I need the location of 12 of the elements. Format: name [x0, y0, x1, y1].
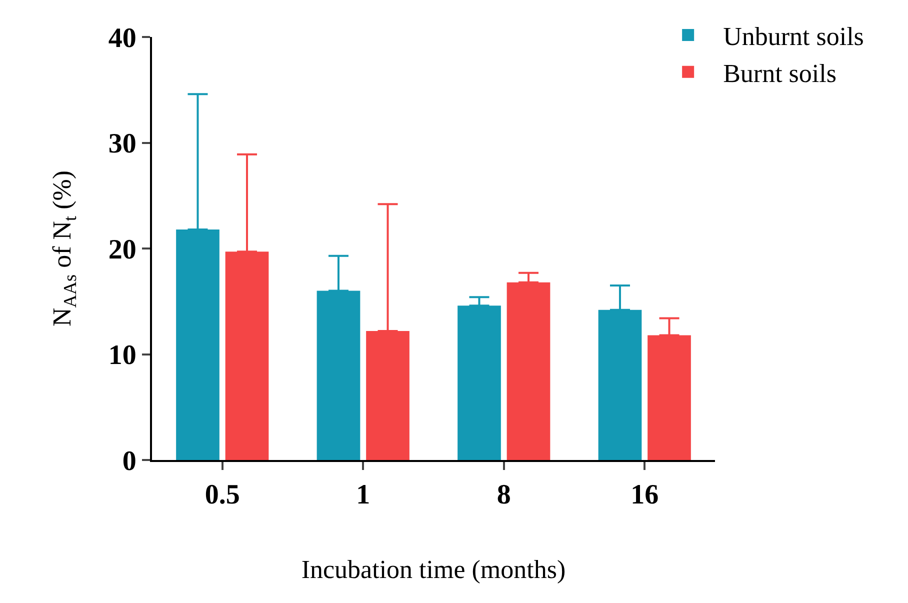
y-tick-label: 10 — [108, 340, 136, 372]
x-tick-label: 8 — [496, 480, 511, 511]
y-tick-label: 40 — [108, 22, 136, 54]
x-tick-label: 0.5 — [204, 480, 240, 511]
legend-label: Burnt soils — [723, 58, 836, 88]
x-axis-title: Incubation time (months) — [301, 554, 566, 584]
y-tick-label: 30 — [108, 128, 136, 160]
x-tick-label: 1 — [356, 480, 370, 511]
y-tick-label: 20 — [108, 234, 136, 266]
legend-label: Unburnt soils — [723, 22, 864, 52]
x-tick-label: 16 — [630, 480, 659, 511]
y-tick-label: 0 — [122, 446, 136, 477]
